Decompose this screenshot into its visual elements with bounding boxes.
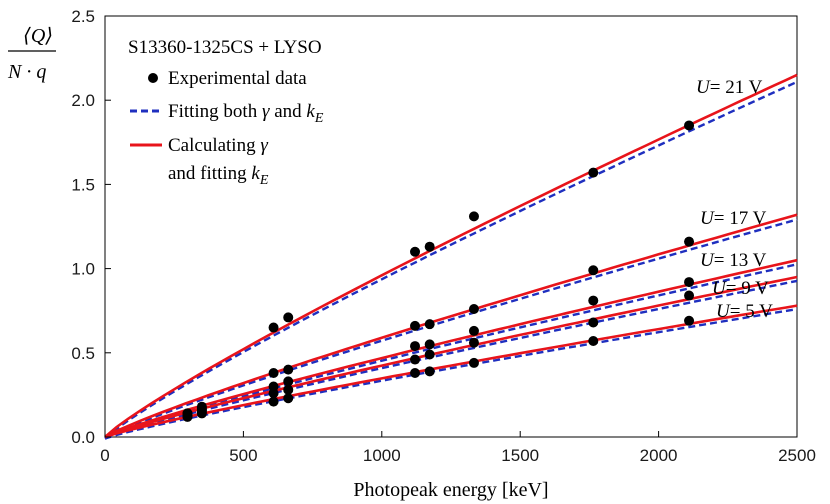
data-point [684, 315, 695, 326]
series-labels: U= 21 VU= 17 VU= 13 VU= 9 VU= 5 V [696, 77, 773, 322]
series-label-var: U [716, 301, 731, 322]
data-point [410, 368, 421, 379]
legend: Experimental data Fitting both γ and kE … [130, 68, 324, 188]
data-point [468, 211, 479, 222]
axis-ticks: 0 500 1000 1500 2000 2500 0.0 0.5 1.0 1.5 2.0 2.5 [71, 7, 816, 465]
calc-curve-solid [104, 213, 798, 439]
y-axis-title: ⟨Q⟩ N · q [7, 25, 56, 83]
data-point [588, 265, 599, 276]
legend-label-data: Experimental data [168, 68, 307, 89]
data-points [182, 120, 695, 422]
data-point [424, 339, 435, 350]
plot-frame [104, 15, 798, 438]
data-point [283, 393, 294, 404]
legend-label-calc-line2: and fitting kE [168, 163, 269, 188]
calc-curve-solid [104, 73, 798, 438]
data-point [268, 388, 279, 399]
legend-label-calc-line1: Calculating γ [168, 135, 268, 156]
data-point [283, 312, 294, 323]
data-point [410, 341, 421, 352]
data-point [424, 349, 435, 360]
y-tick-label: 1.0 [71, 260, 95, 279]
y-tick-label: 0.0 [71, 428, 95, 447]
data-point [196, 408, 207, 419]
y-tick-label: 0.5 [71, 344, 95, 363]
data-point [410, 246, 421, 257]
data-point [588, 295, 599, 306]
y-title-q: Q [31, 25, 46, 47]
y-title-denominator: N · q [7, 61, 46, 83]
data-point [588, 336, 599, 347]
data-point [468, 325, 479, 336]
data-point [588, 167, 599, 178]
legend-label-fit: Fitting both γ and kE [168, 101, 324, 126]
data-point [268, 368, 279, 379]
data-point [588, 317, 599, 328]
y-tick-label: 2.0 [71, 91, 95, 110]
series-label-var: U [696, 77, 711, 98]
x-tick-label: 0 [100, 446, 109, 465]
x-tick-label: 1500 [501, 446, 539, 465]
data-point [468, 304, 479, 315]
series-label-value: = 21 V [710, 77, 763, 98]
data-point [410, 354, 421, 365]
calc-curve-solid [104, 258, 798, 439]
data-point [684, 120, 695, 131]
data-point [410, 320, 421, 331]
series-label-var: U [712, 278, 727, 299]
data-point [424, 241, 435, 252]
data-point [468, 357, 479, 368]
data-point [283, 364, 294, 375]
data-point [684, 277, 695, 288]
series-label-value: = 9 V [726, 278, 769, 299]
fit-curve-dashed [104, 279, 798, 440]
x-axis-title: Photopeak energy [keV] [353, 479, 548, 501]
series-label-value: = 13 V [714, 250, 767, 271]
data-point [424, 319, 435, 330]
series-label-value: = 5 V [730, 301, 773, 322]
data-point [468, 337, 479, 348]
series-label: U= 9 V [712, 278, 769, 299]
x-tick-label: 2500 [778, 446, 816, 465]
y-tick-label: 1.5 [71, 175, 95, 194]
data-point [424, 366, 435, 377]
data-point [684, 236, 695, 247]
y-tick-label: 2.5 [71, 7, 95, 26]
legend-marker-data [148, 73, 158, 83]
data-point [268, 396, 279, 407]
y-title-open: ⟨ [23, 25, 31, 47]
fit-curves [104, 73, 798, 440]
y-title-close: ⟩ [44, 25, 53, 47]
data-point [283, 376, 294, 387]
series-label: U= 13 V [700, 250, 767, 271]
series-label-value: = 17 V [714, 208, 767, 229]
fit-curve-dashed [104, 307, 798, 440]
chart-title: S13360-1325CS + LYSO [128, 37, 322, 58]
series-label-var: U [700, 208, 715, 229]
calc-curve-solid [104, 275, 798, 439]
series-label: U= 17 V [700, 208, 767, 229]
series-label: U= 21 V [696, 77, 763, 98]
x-tick-label: 1000 [363, 446, 401, 465]
x-tick-label: 2000 [640, 446, 678, 465]
svg-text:⟨Q⟩: ⟨Q⟩ [23, 25, 53, 47]
calc-curve-solid [104, 304, 798, 439]
data-point [684, 290, 695, 301]
fit-curve-dashed [104, 80, 798, 440]
fit-curve-dashed [104, 263, 798, 440]
series-label: U= 5 V [716, 301, 773, 322]
data-point [182, 411, 193, 422]
data-point [268, 322, 279, 333]
data-point [283, 384, 294, 395]
fit-curve-dashed [104, 218, 798, 440]
x-tick-label: 500 [229, 446, 257, 465]
plot-area [104, 15, 798, 438]
series-label-var: U [700, 250, 715, 271]
